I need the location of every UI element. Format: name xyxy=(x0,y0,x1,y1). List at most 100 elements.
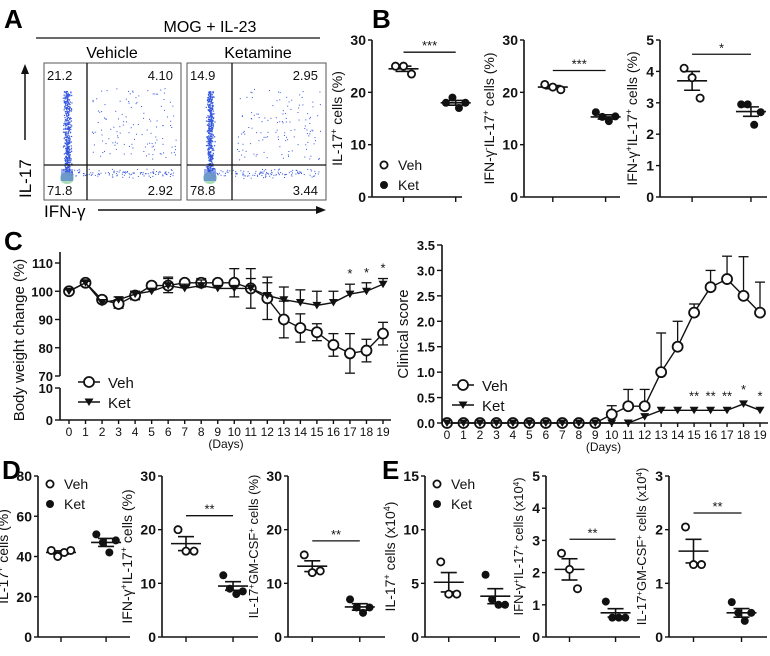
veh-data-point xyxy=(721,273,733,285)
quadrant-value-upper-left: 21.2 xyxy=(47,68,72,83)
event-dot xyxy=(70,158,72,160)
y-tick-label: 90 xyxy=(39,313,53,328)
event-dot xyxy=(209,157,212,159)
ket-data-point xyxy=(295,299,305,307)
ket-data-point xyxy=(365,603,374,612)
event-dot xyxy=(66,138,68,140)
event-dot xyxy=(98,173,100,175)
event-dot xyxy=(171,152,173,154)
event-dot xyxy=(66,98,69,100)
event-dot xyxy=(68,142,70,145)
event-dot xyxy=(207,118,210,121)
event-dot xyxy=(67,103,69,106)
event-dot xyxy=(138,95,140,97)
ket-data-point xyxy=(196,282,206,290)
ket-data-point xyxy=(598,112,607,121)
event-dot xyxy=(63,114,66,117)
event-dot xyxy=(105,172,107,174)
panel-a-flow-cytometry: MOG + IL-23 Vehicle Ketamine 21.2 4.10 71.… xyxy=(16,19,327,221)
event-dot xyxy=(243,130,245,132)
event-dot xyxy=(67,147,69,150)
event-dot xyxy=(143,117,145,119)
veh-data-point xyxy=(444,589,454,599)
event-dot xyxy=(143,151,145,153)
veh-data-point xyxy=(46,545,56,555)
event-dot xyxy=(145,173,147,175)
arrow-head-icon xyxy=(21,64,29,74)
y-tick-label: 80 xyxy=(16,468,32,484)
event-dot xyxy=(257,175,259,177)
event-dot xyxy=(238,150,240,152)
event-dot xyxy=(285,140,287,142)
veh-data-point xyxy=(53,552,63,562)
event-dot xyxy=(209,93,211,95)
label-text: IL-17 xyxy=(382,579,398,611)
event-dot xyxy=(278,91,280,93)
event-dot xyxy=(210,116,213,118)
event-dot xyxy=(211,116,213,118)
event-dot xyxy=(318,157,320,159)
x-tick-label: 0 xyxy=(444,428,451,442)
event-dot xyxy=(66,119,68,122)
event-dot xyxy=(160,153,162,155)
event-dot xyxy=(100,155,102,157)
veh-data-point xyxy=(737,289,750,302)
x-tick-label: 2 xyxy=(99,425,106,439)
event-dot xyxy=(207,139,210,141)
event-dot xyxy=(159,171,161,173)
label-text: cells (%) xyxy=(481,53,497,111)
y-axis-label: IL-17+ cells (%) xyxy=(0,509,11,604)
y-tick-label: 0 xyxy=(510,189,518,205)
x-tick-label: 18 xyxy=(737,428,751,442)
x-tick-label: 0 xyxy=(66,425,73,439)
event-dot xyxy=(211,162,213,164)
label-text: IL-17 xyxy=(329,134,345,166)
event-dot xyxy=(213,117,215,119)
event-dot xyxy=(67,108,69,110)
y-tick-label: 3.0 xyxy=(417,263,435,278)
event-dot xyxy=(211,131,213,133)
event-dot xyxy=(67,140,69,142)
event-dot xyxy=(105,143,107,145)
event-dot xyxy=(311,129,313,131)
event-dot xyxy=(208,123,210,125)
event-dot xyxy=(207,101,209,103)
event-dot xyxy=(251,97,253,99)
event-dot xyxy=(67,101,70,103)
event-dot xyxy=(212,165,214,167)
event-dot xyxy=(293,136,295,138)
event-dot xyxy=(63,123,65,125)
event-dot xyxy=(209,106,211,109)
event-dot xyxy=(125,172,127,174)
event-dot xyxy=(65,131,67,133)
y-tick-label: 20 xyxy=(266,522,282,538)
event-dot xyxy=(115,110,117,112)
y-tick-label: 4 xyxy=(532,500,540,516)
event-dot xyxy=(66,99,69,101)
event-dot xyxy=(211,149,213,151)
x-tick-label: 13 xyxy=(654,428,668,442)
event-dot xyxy=(242,143,244,145)
event-dot xyxy=(175,149,177,151)
event-dot xyxy=(284,132,286,134)
event-dot xyxy=(301,172,303,174)
ket-data-point xyxy=(359,608,368,617)
event-dot xyxy=(251,127,253,129)
label-text: IL-17 xyxy=(119,552,135,584)
x-tick-label: 7 xyxy=(181,425,188,439)
event-dot xyxy=(256,113,258,115)
event-dot xyxy=(206,136,208,139)
event-dot xyxy=(209,141,211,143)
event-dot xyxy=(152,154,154,156)
event-dot xyxy=(308,135,310,137)
event-dot xyxy=(67,142,69,145)
event-dot xyxy=(64,107,66,109)
event-dot xyxy=(174,145,176,147)
event-dot xyxy=(243,175,245,177)
event-dot xyxy=(65,163,68,165)
event-dot xyxy=(212,147,214,149)
legend-veh-label: Veh xyxy=(398,157,422,173)
event-dot xyxy=(236,173,238,175)
event-dot xyxy=(148,153,150,155)
